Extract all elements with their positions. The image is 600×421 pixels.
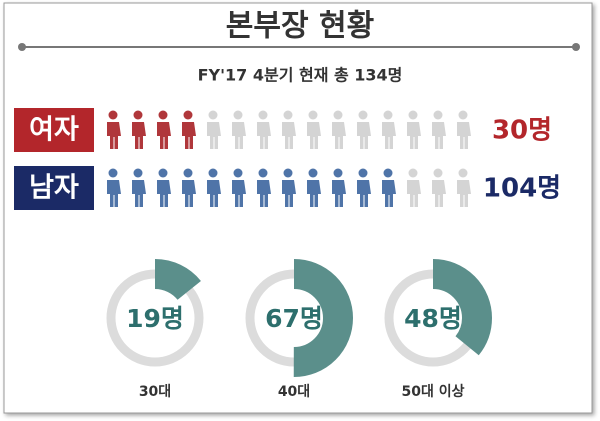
frame (3, 2, 593, 414)
divider-dot (18, 43, 26, 51)
person-icon (457, 110, 471, 149)
person-icon (407, 110, 421, 149)
value-label: 30명 (492, 116, 552, 146)
person-icon (207, 110, 221, 149)
person-icon (257, 110, 271, 149)
person-icon (307, 110, 321, 149)
category-label: 남자 (29, 173, 79, 204)
person-icon (282, 168, 296, 207)
donut-value: 19명 (126, 304, 184, 333)
donut-category: 30대 (139, 384, 171, 400)
person-icon (207, 168, 221, 207)
person-icon (132, 168, 146, 207)
person-icon (407, 168, 421, 207)
person-icon (232, 110, 246, 149)
title: 본부장 현황 (226, 9, 374, 44)
person-icon (157, 110, 171, 149)
person-icon (357, 168, 371, 207)
category-label: 여자 (29, 115, 79, 146)
person-icon (232, 168, 246, 207)
person-icon (157, 168, 171, 207)
person-icon (432, 110, 446, 149)
person-icon (182, 168, 196, 207)
person-icon (457, 168, 471, 207)
donut-arc (235, 259, 353, 377)
person-icon (382, 168, 396, 207)
person-icon (307, 168, 321, 207)
person-icon (107, 168, 121, 207)
person-icon (332, 110, 346, 149)
divider-dot (572, 43, 580, 51)
subtitle: FY'17 4분기 현재 총 134명 (198, 66, 403, 85)
person-icon (382, 110, 396, 149)
donut-arc (374, 259, 492, 377)
person-icon (182, 110, 196, 149)
value-label: 104명 (483, 174, 561, 204)
person-icon (257, 168, 271, 207)
person-icon (332, 168, 346, 207)
donut-category: 50대 이상 (402, 383, 465, 400)
donut-category: 40대 (278, 384, 310, 400)
donut-value: 48명 (404, 304, 462, 333)
category-box (14, 166, 94, 210)
person-icon (432, 168, 446, 207)
person-icon (282, 110, 296, 149)
category-box (14, 108, 94, 152)
person-icon (357, 110, 371, 149)
donut-value: 67명 (265, 304, 323, 333)
person-icon (107, 110, 121, 149)
donut-arc (96, 259, 214, 377)
person-icon (132, 110, 146, 149)
